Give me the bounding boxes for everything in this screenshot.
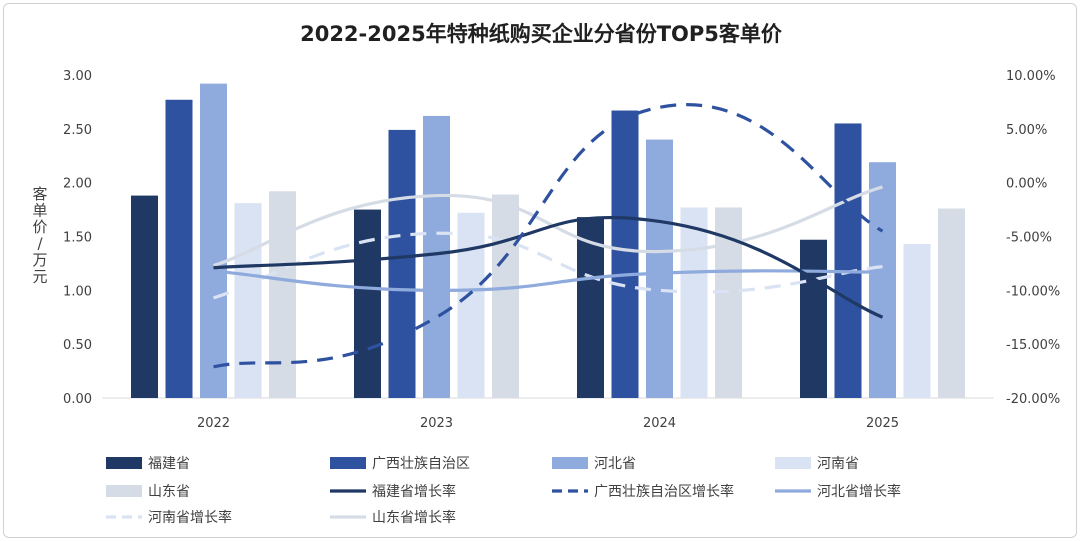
bar — [354, 209, 381, 398]
legend-label: 福建省 — [148, 456, 190, 472]
legend-label: 河南省 — [817, 456, 859, 472]
legend-swatch — [106, 457, 142, 469]
bar — [492, 194, 519, 398]
legend-label: 广西壮族自治区增长率 — [594, 483, 734, 500]
y-tick-label: 1.00 — [63, 284, 92, 299]
line — [213, 215, 884, 319]
bar — [269, 191, 296, 398]
bar — [800, 239, 827, 398]
bar — [131, 195, 158, 398]
line — [213, 231, 883, 300]
bar — [611, 110, 639, 398]
x-tick-label: 2023 — [420, 416, 453, 431]
bar — [457, 212, 485, 398]
bar — [388, 129, 416, 398]
x-tick-label: 2024 — [643, 416, 676, 431]
line-series — [213, 103, 884, 369]
bar — [423, 115, 450, 398]
x-tick-label: 2022 — [197, 416, 230, 431]
bar — [165, 99, 193, 398]
y-tick-label: 2.00 — [63, 177, 92, 192]
y-tick-label: 0.50 — [63, 338, 92, 353]
x-tick-label: 2025 — [866, 416, 899, 431]
y2-tick-label: -5.00% — [1006, 231, 1052, 246]
y2-tick-label: 0.00% — [1006, 177, 1047, 192]
legend-label: 山东省增长率 — [372, 509, 456, 526]
combo-chart: 2022-2025年特种纸购买企业分省份TOP5客单价 0.00 0.50 1.00… — [32, 22, 1060, 526]
legend-label: 河北省 — [594, 456, 636, 472]
legend-label: 河北省增长率 — [817, 483, 901, 500]
legend-swatch — [552, 457, 588, 469]
line — [213, 103, 884, 369]
y-tick-label: 3.00 — [63, 69, 92, 84]
bar — [577, 217, 604, 398]
axes: 0.00 0.50 1.00 1.50 2.00 2.50 3.00 -20.00% -15.0… — [32, 69, 1060, 431]
legend-label: 河南省增长率 — [148, 509, 232, 526]
legend-label: 广西壮族自治区 — [372, 456, 470, 472]
bar-series — [131, 83, 965, 398]
chart-container: 2022-2025年特种纸购买企业分省份TOP5客单价 0.00 0.50 1.00… — [3, 3, 1077, 538]
y-tick-label: 0.00 — [63, 392, 92, 407]
bar — [680, 207, 708, 398]
bar — [234, 203, 262, 398]
legend-swatch — [330, 457, 366, 469]
bar — [869, 162, 896, 398]
bar — [646, 139, 673, 398]
chart-title: 2022-2025年特种纸购买企业分省份TOP5客单价 — [300, 22, 783, 46]
y-axis-label: 客单价/万元 — [32, 185, 47, 286]
bar — [200, 83, 227, 398]
y2-tick-label: -15.00% — [1006, 338, 1060, 353]
bar — [938, 208, 965, 398]
y2-tick-label: -20.00% — [1006, 392, 1060, 407]
line — [213, 269, 883, 292]
y2-tick-label: -10.00% — [1006, 284, 1060, 299]
legend-swatch — [106, 485, 142, 497]
y2-tick-label: 10.00% — [1006, 69, 1056, 84]
bar — [834, 123, 862, 398]
legend-swatch — [775, 457, 811, 469]
y-tick-label: 1.50 — [63, 231, 92, 246]
legend-label: 山东省 — [148, 484, 190, 500]
line — [213, 185, 883, 268]
y2-tick-label: 5.00% — [1006, 123, 1047, 138]
y-tick-label: 2.50 — [63, 123, 92, 138]
legend-label: 福建省增长率 — [372, 483, 456, 500]
bar — [903, 244, 931, 398]
